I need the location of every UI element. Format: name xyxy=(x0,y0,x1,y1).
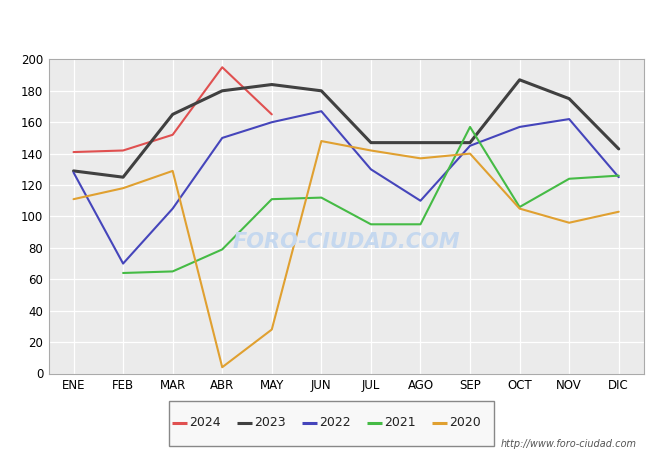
Text: 2020: 2020 xyxy=(449,417,481,429)
Text: FORO-CIUDAD.COM: FORO-CIUDAD.COM xyxy=(232,232,460,252)
Text: 2024: 2024 xyxy=(189,417,221,429)
Text: Matriculaciones de Vehiculos en Fuengirola: Matriculaciones de Vehiculos en Fuengiro… xyxy=(151,12,499,27)
Text: http://www.foro-ciudad.com: http://www.foro-ciudad.com xyxy=(501,439,637,449)
Text: 2022: 2022 xyxy=(319,417,351,429)
FancyBboxPatch shape xyxy=(169,400,494,446)
Text: 2023: 2023 xyxy=(254,417,286,429)
Text: 2021: 2021 xyxy=(384,417,416,429)
